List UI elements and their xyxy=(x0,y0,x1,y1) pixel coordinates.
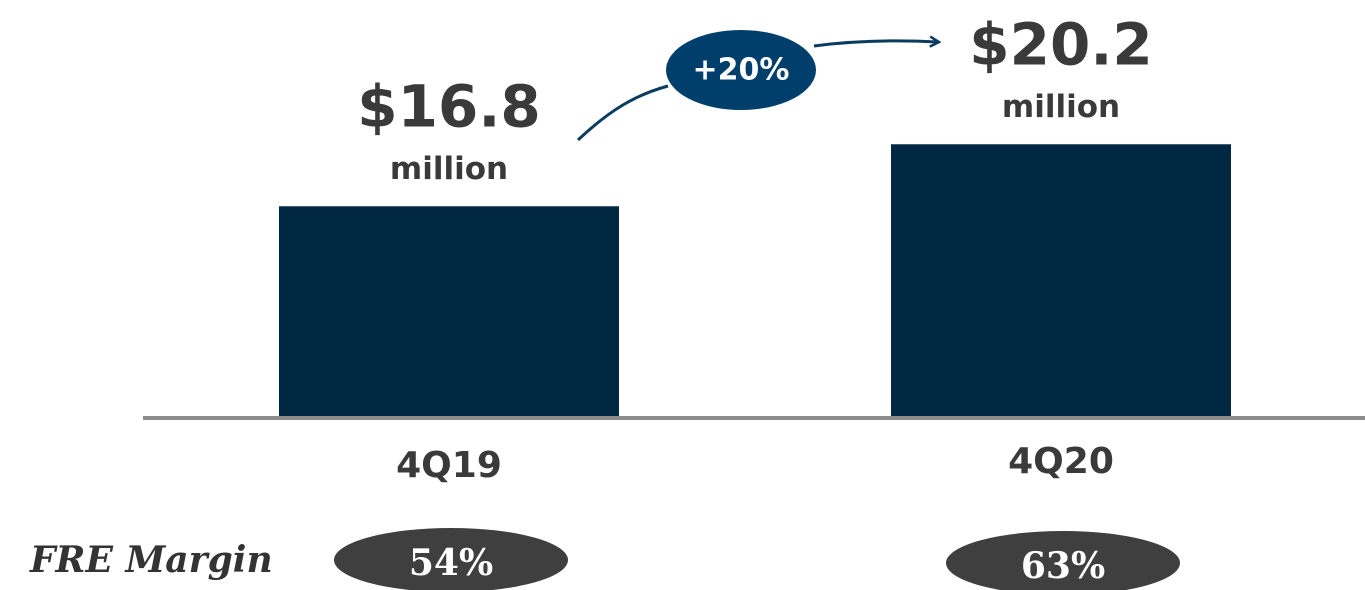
value-label: $16.8 xyxy=(357,72,540,140)
margin-bubble xyxy=(946,531,1180,590)
margin-label: FRE Margin xyxy=(29,539,273,581)
annotation-bubble xyxy=(666,30,816,110)
unit-label: million xyxy=(390,151,508,187)
margin-bubble xyxy=(334,528,568,590)
bar xyxy=(891,144,1231,417)
unit-label: million xyxy=(1002,89,1120,125)
annotation: +20% xyxy=(693,53,790,88)
x-tick-label: 4Q20 xyxy=(1008,441,1114,482)
margin-value: 54% xyxy=(409,542,493,584)
growth-arrow-start xyxy=(576,84,669,142)
bar xyxy=(279,206,619,416)
margin-value: 63% xyxy=(1021,545,1105,587)
x-tick-label: 4Q19 xyxy=(396,445,502,486)
value-label: $20.2 xyxy=(969,10,1152,78)
growth-arrow-end xyxy=(813,41,938,46)
